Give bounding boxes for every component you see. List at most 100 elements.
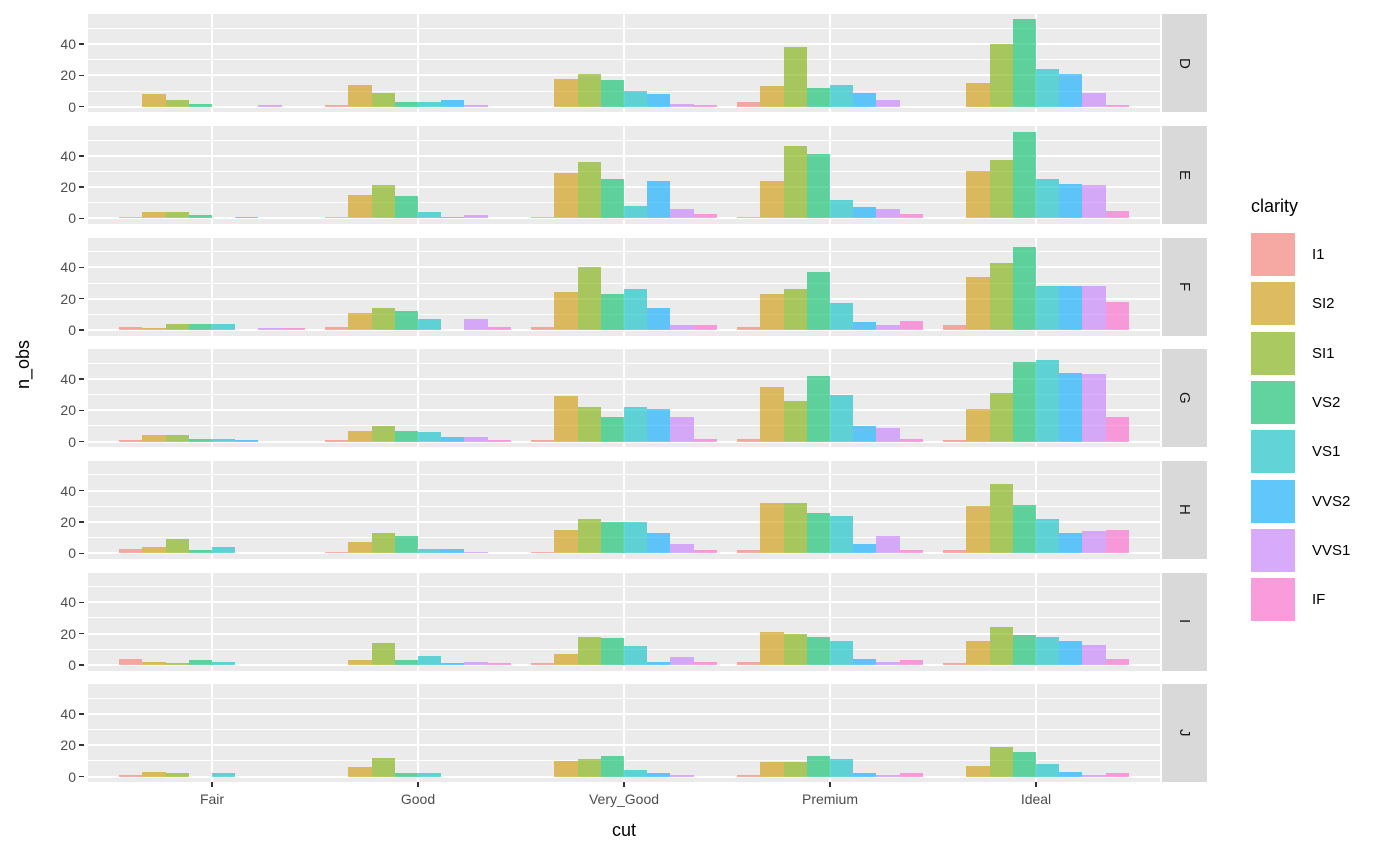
bar-G-Good-SI2: [348, 430, 372, 442]
bar-J-Premium-IF: [899, 773, 923, 777]
bar-F-Fair-SI1: [165, 323, 189, 330]
bar-J-Premium-VS2: [806, 756, 830, 777]
y-axis-title: n_obs: [13, 340, 33, 390]
facet-strip-G: G: [1162, 349, 1207, 448]
y-tick-mark: [79, 154, 84, 157]
y-tick-label: 20: [60, 737, 76, 754]
bar-H-Premium-VS1: [830, 515, 854, 554]
facet-strip-I: I: [1162, 572, 1207, 671]
bar-J-Premium-I1: [737, 775, 761, 777]
y-tick-mark: [79, 664, 84, 666]
y-tick-mark: [79, 489, 84, 492]
bar-E-Good-I1: [325, 216, 349, 219]
bar-I-Good-VVS1: [464, 661, 488, 665]
legend-key-I1: [1251, 233, 1295, 276]
bar-E-Ideal-SI1: [989, 160, 1013, 219]
facet-strip-label: J: [1176, 729, 1193, 737]
y-tick-label: 20: [60, 290, 76, 307]
bar-G-Premium-SI2: [760, 386, 784, 442]
bar-H-Premium-IF: [899, 550, 923, 554]
bar-H-Good-I1: [325, 551, 349, 554]
bar-I-Fair-SI1: [165, 663, 189, 665]
bar-F-Very_Good-VVS1: [670, 325, 694, 330]
bar-D-Ideal-VVS2: [1059, 73, 1083, 107]
y-tick-mark: [79, 329, 84, 331]
bar-H-Good-VS2: [394, 536, 418, 554]
x-tick-label-Good: Good: [400, 791, 436, 807]
bar-D-Very_Good-IF: [693, 105, 717, 107]
x-tick-mark: [829, 782, 831, 788]
facet-strip-H: H: [1162, 460, 1207, 559]
bar-G-Very_Good-VS2: [600, 416, 624, 442]
bar-D-Premium-SI1: [783, 47, 807, 107]
bar-F-Good-VVS1: [464, 319, 488, 330]
bar-D-Good-SI2: [348, 84, 372, 107]
bar-I-Fair-VS2: [188, 660, 212, 665]
bar-F-Premium-SI1: [783, 289, 807, 330]
bar-I-Ideal-SI2: [966, 641, 990, 665]
bar-J-Ideal-VS2: [1012, 751, 1036, 777]
major-gridline-vertical: [211, 125, 213, 224]
bar-F-Good-IF: [487, 326, 511, 330]
facet-strip-label: E: [1176, 169, 1193, 180]
y-tick-label: 20: [60, 179, 76, 196]
x-tick-mark: [1035, 782, 1037, 788]
bar-J-Ideal-SI2: [966, 765, 990, 777]
major-gridline-vertical: [829, 460, 831, 559]
y-tick-mark: [79, 378, 84, 380]
bar-G-Premium-VS1: [830, 394, 854, 442]
major-gridline-vertical: [623, 349, 625, 448]
bar-J-Fair-SI2: [142, 771, 166, 777]
legend-key-VVS1: [1251, 528, 1295, 572]
bar-D-Fair-SI1: [165, 100, 189, 107]
bar-G-Ideal-SI2: [966, 408, 990, 442]
bar-G-Very_Good-VS1: [624, 407, 648, 442]
bar-H-Ideal-VS2: [1012, 504, 1036, 554]
bar-J-Premium-SI2: [760, 762, 784, 777]
y-tick-mark: [79, 744, 84, 747]
bar-G-Premium-VS2: [806, 375, 830, 442]
y-tick-mark: [79, 601, 84, 604]
y-tick-mark: [79, 632, 84, 635]
facet-strip-label: G: [1176, 392, 1193, 405]
y-tick-label: 0: [68, 98, 76, 115]
bar-G-Good-I1: [325, 440, 349, 442]
y-tick-mark: [79, 713, 84, 715]
bar-E-Premium-IF: [899, 213, 923, 219]
bar-I-Very_Good-VS1: [624, 646, 648, 665]
facet-strip-label: D: [1176, 57, 1193, 69]
bar-H-Good-SI2: [348, 542, 372, 554]
bar-D-Very_Good-VVS1: [670, 103, 694, 107]
bar-H-Very_Good-SI2: [554, 529, 578, 554]
bar-F-Good-SI2: [348, 312, 372, 330]
bar-G-Ideal-VVS1: [1082, 374, 1106, 442]
bar-E-Premium-I1: [737, 216, 761, 219]
bar-F-Very_Good-VS1: [624, 289, 648, 330]
y-tick-label: 0: [68, 768, 76, 785]
bar-F-Ideal-VVS2: [1059, 286, 1083, 330]
y-tick-label: 20: [60, 625, 76, 642]
bar-H-Fair-VS2: [188, 550, 212, 554]
bar-G-Fair-SI1: [165, 435, 189, 442]
bar-G-Good-VS1: [418, 432, 442, 442]
bar-H-Very_Good-VVS2: [647, 532, 671, 554]
bar-H-Good-VVS1: [464, 551, 488, 554]
bar-F-Good-I1: [325, 326, 349, 330]
bar-D-Premium-I1: [737, 101, 761, 107]
bar-D-Good-SI1: [371, 92, 395, 107]
bar-F-Premium-VVS2: [853, 322, 877, 330]
bar-D-Ideal-SI1: [989, 44, 1013, 107]
bar-F-Premium-IF: [899, 320, 923, 330]
bar-E-Good-VS1: [418, 212, 442, 219]
bar-E-Good-VVS2: [441, 216, 465, 219]
bar-I-Good-IF: [487, 663, 511, 665]
bar-F-Ideal-VS2: [1012, 246, 1036, 330]
bar-H-Premium-VVS1: [876, 536, 900, 554]
bar-I-Good-SI2: [348, 660, 372, 665]
y-tick-label: 40: [60, 371, 76, 387]
legend-label-IF: IF: [1312, 591, 1326, 609]
bar-H-Good-SI1: [371, 532, 395, 554]
bar-D-Good-VVS2: [441, 100, 465, 107]
major-gridline-vertical: [1035, 237, 1037, 336]
